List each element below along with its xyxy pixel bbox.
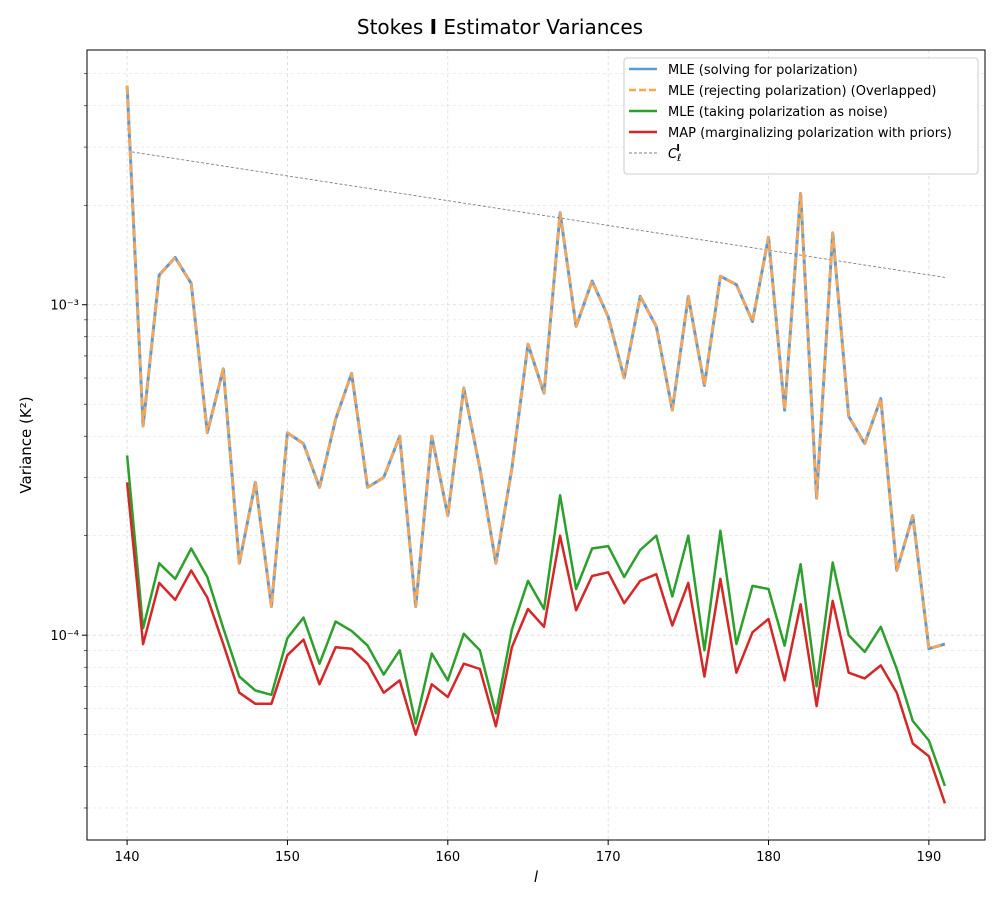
series-line-2	[125, 85, 946, 650]
legend-label: MLE (solving for polarization)	[668, 63, 858, 78]
series-line-4	[125, 482, 947, 804]
axes: 140 150 160 170 180 190 10⁻⁴ 10⁻³	[50, 73, 941, 865]
plot-frame	[86, 49, 986, 841]
y-tick-label: 10⁻⁴	[50, 629, 79, 644]
legend-item: CℓI	[629, 143, 681, 164]
x-tick-label: 180	[756, 850, 781, 865]
title-prefix: Stokes	[357, 15, 430, 39]
legend-label: MLE (rejecting polarization) (Overlapped…	[668, 84, 936, 99]
legend-item: MLE (taking polarization as noise)	[629, 105, 888, 120]
legend-label: MAP (marginalizing polarization with pri…	[668, 126, 952, 141]
legend-label: MLE (taking polarization as noise)	[668, 105, 888, 120]
x-axis-title: l	[534, 868, 539, 886]
x-tick-label: 170	[596, 850, 621, 865]
chart-title: Stokes I Estimator Variances	[357, 15, 643, 39]
reference-line-cl	[131, 151, 945, 278]
legend-item: MLE (solving for polarization)	[629, 63, 858, 78]
series-layer	[125, 85, 947, 804]
y-axis-title: Variance (K²)	[17, 396, 35, 493]
x-tick-label: 140	[115, 850, 140, 865]
x-tick-label: 190	[916, 850, 941, 865]
legend-box	[623, 57, 979, 175]
legend-item: MAP (marginalizing polarization with pri…	[629, 126, 952, 141]
legend: MLE (solving for polarization) MLE (rejec…	[623, 57, 979, 175]
title-bold: I	[430, 15, 437, 39]
series-line-3	[125, 455, 947, 787]
title-suffix: Estimator Variances	[437, 15, 643, 39]
legend-label: CℓI	[668, 143, 681, 164]
y-tick-label: 10⁻³	[50, 299, 79, 314]
x-tick-label: 160	[435, 850, 460, 865]
x-tick-label: 150	[275, 850, 300, 865]
legend-item: MLE (rejecting polarization) (Overlapped…	[629, 84, 936, 99]
